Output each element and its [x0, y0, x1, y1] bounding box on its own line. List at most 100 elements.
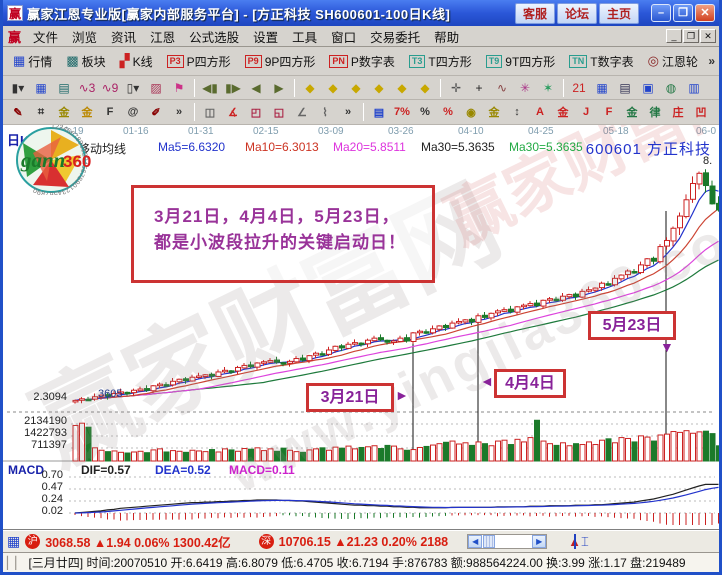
last-page-button[interactable]: ▮▶	[222, 78, 244, 97]
diamond-down-button[interactable]: ◆	[414, 78, 436, 97]
scroll-left-button[interactable]: ◀	[468, 535, 483, 548]
p-digit-table-button[interactable]: PN P数字表	[323, 50, 401, 73]
web-globe-button[interactable]: ◍	[660, 78, 682, 97]
rhythm-tool-button[interactable]: 律	[644, 102, 666, 122]
close-button[interactable]: ✕	[695, 4, 715, 22]
toolbar1-more-button[interactable]: »	[708, 54, 715, 68]
forum-button[interactable]: 论坛	[556, 2, 597, 24]
knot-tool-button[interactable]: ✶	[537, 78, 559, 97]
svg-text:gann: gann	[20, 148, 65, 172]
flag-chart-button[interactable]: ⚑	[168, 78, 190, 97]
percent-line-tool-button[interactable]: %	[437, 102, 459, 122]
percent7-tool-button[interactable]: 7%	[391, 102, 413, 122]
9p-square-button[interactable]: P9 9P四方形	[239, 50, 322, 73]
print-tool-button[interactable]: ▥	[683, 78, 705, 97]
pen-tool-button[interactable]: ✎	[7, 102, 29, 122]
menu-交易委托[interactable]: 交易委托	[370, 30, 421, 45]
chart-area[interactable]: 赢家财富网 www.yingjia360.com 赢家财富网 日K线 12-19…	[3, 125, 719, 530]
gann-wheel-button[interactable]: ◎ 江恩轮	[642, 50, 704, 73]
flower-tool-button[interactable]: ✳	[514, 78, 536, 97]
home-button[interactable]: 主页	[598, 2, 639, 24]
diamond-compress-button[interactable]: ◆	[368, 78, 390, 97]
prev-page-button[interactable]: ◀	[245, 78, 267, 97]
menu-浏览[interactable]: 浏览	[72, 30, 98, 45]
mdi-minimize-button[interactable]: _	[666, 29, 682, 43]
grid-tool-button[interactable]: ⌗	[30, 102, 52, 122]
minimize-button[interactable]: –	[651, 4, 671, 22]
menu-帮助[interactable]: 帮助	[434, 30, 460, 45]
diamond-right-button[interactable]: ◆	[322, 78, 344, 97]
pattern-box-button[interactable]: ▦	[30, 78, 52, 97]
next-page-button[interactable]: ▶	[268, 78, 290, 97]
candle-style-button[interactable]: ▮▾	[7, 78, 29, 97]
percent-tool-button[interactable]: %	[414, 102, 436, 122]
service-button[interactable]: 客服	[514, 2, 555, 24]
crosshair-tool-button[interactable]: +	[468, 78, 490, 97]
scroll-thumb[interactable]	[483, 535, 496, 548]
wave-9-button[interactable]: ∿9	[99, 78, 121, 97]
shenzhen-badge: 深	[258, 534, 274, 549]
spiral-tool-button[interactable]: @	[122, 102, 144, 122]
concave-tool-button[interactable]: 凹	[690, 102, 712, 122]
candle-tool-button[interactable]: ▯▾	[122, 78, 144, 97]
gann-box-button[interactable]: ▨	[145, 78, 167, 97]
first-page-button[interactable]: ◀▮	[199, 78, 221, 97]
gold-circle-tool-button[interactable]: ◉	[460, 102, 482, 122]
diamond-expand-button[interactable]: ◆	[345, 78, 367, 97]
notepad-button[interactable]: ▤	[614, 78, 636, 97]
market-grid-icon[interactable]: ▦	[7, 533, 21, 549]
event-label: 4月4日	[494, 369, 566, 398]
curve-tool-button[interactable]: ∿	[491, 78, 513, 97]
marker-tool-button[interactable]: ✐	[145, 102, 167, 122]
angle-tool-button[interactable]: ∠	[291, 102, 313, 122]
updown-tool-button[interactable]: ↕	[506, 102, 528, 122]
menu-资讯[interactable]: 资讯	[111, 30, 137, 45]
menu-江恩[interactable]: 江恩	[150, 30, 176, 45]
t-square-button[interactable]: T3 T四方形	[403, 50, 478, 73]
kline-button[interactable]: ▞ K线	[114, 50, 159, 73]
f-tool-button[interactable]: F	[598, 102, 620, 122]
menu-设置[interactable]: 设置	[253, 30, 279, 45]
a-wave-tool-button[interactable]: A	[529, 102, 551, 122]
maximize-button[interactable]: ❒	[673, 4, 693, 22]
more-1-button[interactable]: »	[168, 102, 190, 122]
p-square-label: P四方形	[186, 54, 231, 69]
fan-tool-button[interactable]: ∡	[222, 102, 244, 122]
save-disk-button[interactable]: ▣	[637, 78, 659, 97]
gold-eq-tool-button[interactable]: 金	[552, 102, 574, 122]
menu-工具[interactable]: 工具	[292, 30, 318, 45]
calculator-button[interactable]: ▦	[591, 78, 613, 97]
macd-header-item: MACD	[8, 463, 44, 477]
gold-line-tool-button[interactable]: 金	[76, 102, 98, 122]
hand-tool-button[interactable]: ✛	[445, 78, 467, 97]
diamond-left-button[interactable]: ◆	[299, 78, 321, 97]
more-2-button[interactable]: »	[337, 102, 359, 122]
sectors-button[interactable]: ▩ 板块	[60, 50, 111, 73]
diamond-up-button[interactable]: ◆	[391, 78, 413, 97]
mdi-close-button[interactable]: ✕	[700, 29, 716, 43]
menu-公式选股[interactable]: 公式选股	[189, 30, 240, 45]
p-square-button[interactable]: P3 P四方形	[161, 50, 237, 73]
gold-under-tool-button[interactable]: 金	[483, 102, 505, 122]
box-tool-button[interactable]: ◫	[199, 102, 221, 122]
zigzag-tool-button[interactable]: ⌇	[314, 102, 336, 122]
quotes-button[interactable]: ▦ 行情	[7, 50, 58, 73]
scroll-right-button[interactable]: ▶	[532, 535, 547, 548]
info-doc-button[interactable]: ▤	[53, 78, 75, 97]
banker-tool-button[interactable]: 庄	[667, 102, 689, 122]
j-tool-button[interactable]: J	[575, 102, 597, 122]
gold-band-tool-button[interactable]: 金	[53, 102, 75, 122]
chart-scrollbar[interactable]: ◀ ▶	[467, 534, 548, 549]
report-tool-button[interactable]: ▤	[368, 102, 390, 122]
mdi-restore-button[interactable]: ❐	[683, 29, 699, 43]
calendar-21-button[interactable]: 21	[568, 78, 590, 97]
menu-文件[interactable]: 文件	[33, 30, 59, 45]
wave-3-button[interactable]: ∿3	[76, 78, 98, 97]
gann-grid-tool-button[interactable]: ◱	[268, 102, 290, 122]
menu-窗口[interactable]: 窗口	[331, 30, 357, 45]
9t-square-button[interactable]: T9 9T四方形	[480, 50, 562, 73]
t-digit-table-button[interactable]: TN T数字表	[563, 50, 639, 73]
fib-tool-button[interactable]: F	[99, 102, 121, 122]
gold-slash-tool-button[interactable]: 金	[621, 102, 643, 122]
gann-square-tool-button[interactable]: ◰	[245, 102, 267, 122]
